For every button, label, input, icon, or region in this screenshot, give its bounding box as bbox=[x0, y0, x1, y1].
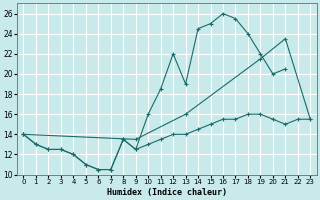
X-axis label: Humidex (Indice chaleur): Humidex (Indice chaleur) bbox=[107, 188, 227, 197]
